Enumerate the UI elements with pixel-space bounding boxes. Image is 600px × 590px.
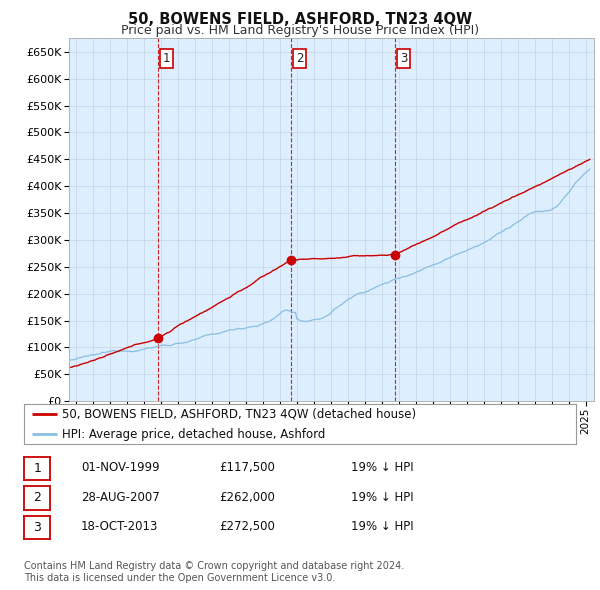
Text: 50, BOWENS FIELD, ASHFORD, TN23 4QW: 50, BOWENS FIELD, ASHFORD, TN23 4QW: [128, 12, 472, 27]
Text: Contains HM Land Registry data © Crown copyright and database right 2024.
This d: Contains HM Land Registry data © Crown c…: [24, 561, 404, 583]
Text: 01-NOV-1999: 01-NOV-1999: [81, 461, 160, 474]
Text: HPI: Average price, detached house, Ashford: HPI: Average price, detached house, Ashf…: [62, 428, 325, 441]
Text: £117,500: £117,500: [219, 461, 275, 474]
Text: 28-AUG-2007: 28-AUG-2007: [81, 491, 160, 504]
Text: 18-OCT-2013: 18-OCT-2013: [81, 520, 158, 533]
Text: 19% ↓ HPI: 19% ↓ HPI: [351, 491, 413, 504]
Text: 50, BOWENS FIELD, ASHFORD, TN23 4QW (detached house): 50, BOWENS FIELD, ASHFORD, TN23 4QW (det…: [62, 408, 416, 421]
Text: £272,500: £272,500: [219, 520, 275, 533]
Text: 1: 1: [33, 462, 41, 475]
Text: 1: 1: [163, 52, 170, 65]
Text: 2: 2: [296, 52, 304, 65]
Text: 3: 3: [400, 52, 407, 65]
Text: 2: 2: [33, 491, 41, 504]
Text: 19% ↓ HPI: 19% ↓ HPI: [351, 461, 413, 474]
Text: £262,000: £262,000: [219, 491, 275, 504]
Text: 3: 3: [33, 521, 41, 534]
Text: 19% ↓ HPI: 19% ↓ HPI: [351, 520, 413, 533]
Text: Price paid vs. HM Land Registry's House Price Index (HPI): Price paid vs. HM Land Registry's House …: [121, 24, 479, 37]
